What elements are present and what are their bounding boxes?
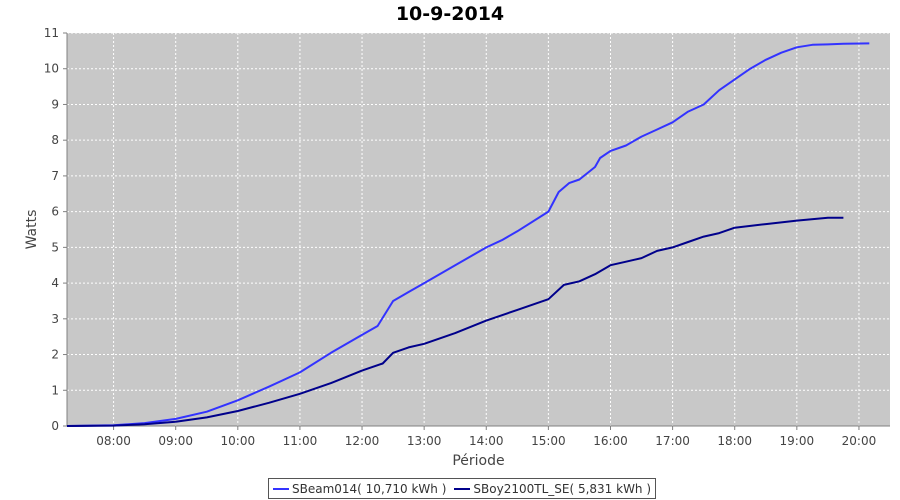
plot-area bbox=[67, 33, 890, 426]
grid-lines bbox=[67, 32, 890, 426]
y-tick-label: 8 bbox=[51, 133, 59, 147]
legend-item-series-1: SBoy2100TL_SE( 5,831 kWh ) bbox=[450, 482, 655, 496]
y-tick-label: 1 bbox=[51, 383, 59, 397]
y-tick-label: 0 bbox=[51, 419, 59, 433]
legend-label-series-0: SBeam014( 10,710 kWh ) bbox=[292, 481, 447, 496]
y-tick-label: 9 bbox=[51, 97, 59, 111]
x-tick-label: 19:00 bbox=[780, 434, 815, 448]
y-tick-label: 10 bbox=[44, 62, 59, 76]
legend-item-series-0: SBeam014( 10,710 kWh ) bbox=[269, 482, 450, 496]
legend-swatch-series-1 bbox=[454, 487, 471, 490]
x-tick-label: 08:00 bbox=[96, 434, 131, 448]
y-tick-label: 6 bbox=[51, 205, 59, 219]
x-tick-label: 15:00 bbox=[531, 434, 566, 448]
x-tick-label: 16:00 bbox=[593, 434, 628, 448]
y-tick-label: 11 bbox=[44, 26, 59, 40]
x-tick-label: 14:00 bbox=[469, 434, 504, 448]
x-tick-label: 12:00 bbox=[345, 434, 380, 448]
x-tick-label: 18:00 bbox=[717, 434, 752, 448]
legend-swatch-series-0 bbox=[273, 487, 289, 490]
series-line-1 bbox=[66, 216, 844, 427]
x-tick-label: 11:00 bbox=[283, 434, 318, 448]
legend-label-series-1: SBoy2100TL_SE( 5,831 kWh ) bbox=[473, 481, 652, 496]
y-tick-label: 4 bbox=[51, 276, 59, 290]
y-tick-label: 2 bbox=[51, 348, 59, 362]
x-tick-label: 10:00 bbox=[221, 434, 256, 448]
y-tick-label: 7 bbox=[51, 169, 59, 183]
x-tick-label: 17:00 bbox=[655, 434, 690, 448]
chart-title: 10-9-2014 bbox=[395, 3, 505, 25]
legend: SBeam014( 10,710 kWh ) SBoy2100TL_SE( 5,… bbox=[268, 478, 657, 499]
x-tick-label: 09:00 bbox=[158, 434, 193, 448]
y-axis-title: Watts bbox=[24, 210, 40, 250]
x-tick-label: 13:00 bbox=[407, 434, 442, 448]
y-tick-label: 3 bbox=[51, 312, 59, 326]
axes: 0 1 2 3 4 5 6 7 8 9 10 11 08:00 09:00 10:00 11:00 12:00 1… bbox=[44, 26, 890, 448]
series-line-0 bbox=[66, 42, 870, 427]
x-tick-label: 20:00 bbox=[842, 434, 877, 448]
y-tick-label: 5 bbox=[51, 240, 59, 254]
x-axis-title: Période bbox=[452, 453, 504, 469]
series-layer bbox=[66, 42, 870, 427]
